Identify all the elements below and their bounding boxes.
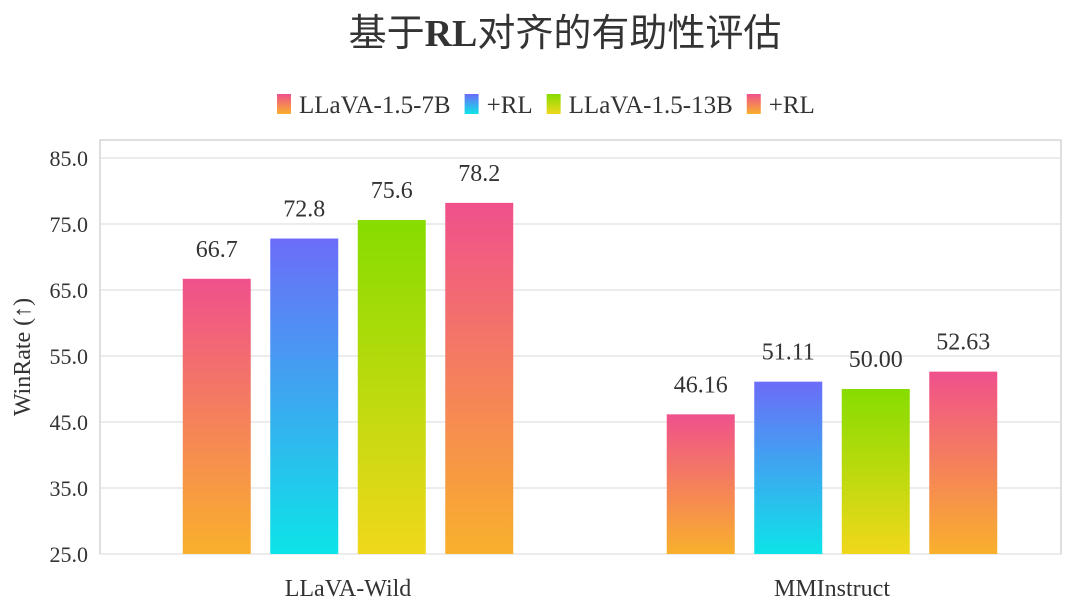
data-label: 78.2 <box>458 161 500 187</box>
legend-label: +RL <box>769 92 815 119</box>
data-label: 66.7 <box>196 237 238 263</box>
chart-title-bold: RL <box>425 13 478 55</box>
legend-label: LLaVA-1.5-7B <box>299 92 451 119</box>
data-label: 51.11 <box>762 340 815 366</box>
data-label: 72.8 <box>283 197 325 223</box>
bar-llava-wild-2 <box>357 220 426 555</box>
data-label: 46.16 <box>674 372 728 398</box>
legend: LLaVA-1.5-7B +RL LLaVA-1.5-13B +RL <box>277 92 815 119</box>
y-axis-ticks: 25.0 35.0 45.0 55.0 65.0 75.0 85.0 <box>50 146 89 567</box>
legend-swatch <box>546 94 561 114</box>
data-label: 75.6 <box>371 178 413 204</box>
bar-mminstruct-0 <box>666 414 735 554</box>
y-tick-label: 45.0 <box>50 410 89 435</box>
bar-llava-wild-1 <box>270 238 339 554</box>
x-category-label: LLaVA-Wild <box>285 576 412 602</box>
legend-swatch <box>277 94 291 114</box>
legend-swatch <box>746 94 761 114</box>
bar-mminstruct-2 <box>841 389 910 554</box>
legend-swatch <box>464 94 479 114</box>
bar-llava-wild-3 <box>445 202 514 554</box>
y-tick-label: 85.0 <box>50 146 89 171</box>
y-tick-label: 35.0 <box>50 476 89 501</box>
y-tick-label: 25.0 <box>50 542 89 567</box>
x-category-label: MMInstruct <box>774 576 890 602</box>
legend-label: +RL <box>487 92 533 119</box>
y-tick-label: 75.0 <box>50 212 89 237</box>
y-tick-label: 65.0 <box>50 278 89 303</box>
y-tick-label: 55.0 <box>50 344 89 369</box>
chart-title-prefix: 基于 <box>349 11 425 55</box>
y-axis-label: WinRate (↑) <box>10 298 36 416</box>
bar-llava-wild-0 <box>182 278 251 554</box>
bars: 66.7 72.8 75.6 78.2 46.16 51.11 50.00 52.63 <box>182 161 998 555</box>
bar-mminstruct-1 <box>754 381 823 554</box>
x-axis-categories: LLaVA-Wild MMInstruct <box>285 576 891 602</box>
data-label: 50.00 <box>849 347 903 373</box>
chart-title-suffix: 对齐的有助性评估 <box>477 11 781 55</box>
legend-label: LLaVA-1.5-13B <box>569 92 733 119</box>
chart-title: 基于RL对齐的有助性评估 <box>349 11 782 55</box>
bar-mminstruct-3 <box>929 371 998 554</box>
data-label: 52.63 <box>936 330 990 356</box>
